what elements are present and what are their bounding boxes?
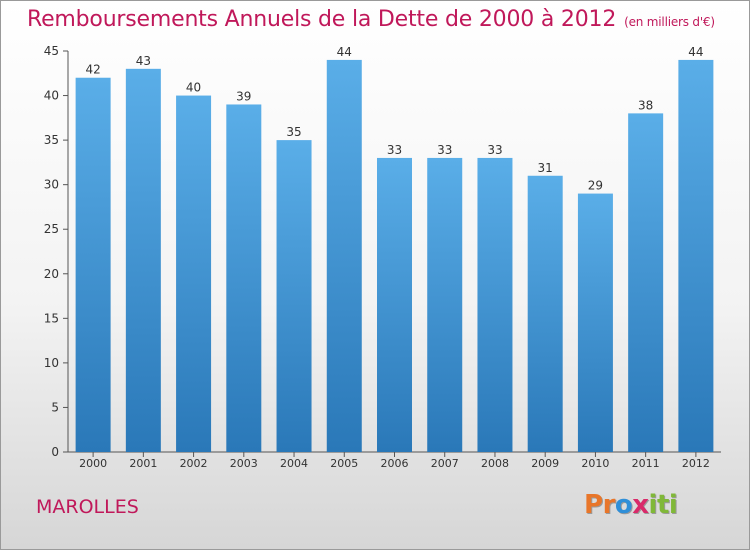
x-tick-label: 2002 xyxy=(180,457,208,470)
data-label: 33 xyxy=(487,143,502,157)
x-tick-label: 2009 xyxy=(531,457,559,470)
logo-letter: P xyxy=(584,490,603,520)
bar xyxy=(477,157,513,452)
proxiti-logo: Proxiti xyxy=(584,490,678,520)
x-tick-label: 2001 xyxy=(129,457,157,470)
bar xyxy=(176,95,212,453)
y-tick-label: 25 xyxy=(44,222,59,236)
bar xyxy=(577,193,613,453)
bar xyxy=(125,68,161,453)
x-tick-label: 2004 xyxy=(280,457,308,470)
x-tick-label: 2010 xyxy=(581,457,609,470)
logo-letter: i xyxy=(648,490,658,520)
bar xyxy=(527,175,563,452)
logo-letter: t xyxy=(656,490,669,520)
y-tick-label: 30 xyxy=(44,178,59,192)
data-label: 44 xyxy=(337,45,352,59)
y-tick-label: 35 xyxy=(44,133,59,147)
bar xyxy=(678,59,714,453)
logo-letter: r xyxy=(602,490,616,520)
logo-letter: o xyxy=(614,490,633,520)
y-tick-label: 20 xyxy=(44,267,59,281)
data-label: 42 xyxy=(85,63,100,77)
y-tick-label: 0 xyxy=(51,445,59,459)
data-label: 38 xyxy=(638,98,653,112)
bar xyxy=(226,104,262,452)
bar xyxy=(377,157,412,452)
x-tick-label: 2006 xyxy=(381,457,409,470)
data-label: 33 xyxy=(437,143,452,157)
y-tick-label: 40 xyxy=(44,89,59,103)
data-label: 43 xyxy=(136,54,151,68)
y-tick-label: 5 xyxy=(51,400,59,414)
bar xyxy=(326,59,362,453)
y-tick-label: 15 xyxy=(44,311,59,325)
x-tick-label: 2005 xyxy=(330,457,358,470)
x-tick-label: 2011 xyxy=(632,457,660,470)
bar xyxy=(628,113,664,452)
town-name: MAROLLES xyxy=(36,496,139,518)
data-label: 39 xyxy=(236,89,251,103)
x-tick-label: 2007 xyxy=(431,457,459,470)
title-text: Remboursements Annuels de la Dette de 20… xyxy=(27,7,617,32)
unit-label: (en milliers d'€) xyxy=(624,15,715,29)
data-label: 44 xyxy=(688,45,703,59)
x-tick-label: 2003 xyxy=(230,457,258,470)
bar xyxy=(75,77,111,452)
y-tick-label: 10 xyxy=(44,356,59,370)
bar xyxy=(276,140,312,452)
y-tick-label: 45 xyxy=(44,44,59,58)
x-tick-label: 2008 xyxy=(481,457,509,470)
data-label: 29 xyxy=(588,179,603,193)
x-tick-label: 2000 xyxy=(79,457,107,470)
logo-letter: i xyxy=(668,490,678,520)
x-tick-label: 2012 xyxy=(682,457,710,470)
data-label: 33 xyxy=(387,143,402,157)
bar xyxy=(427,157,463,452)
data-label: 40 xyxy=(186,81,201,95)
logo-letter: x xyxy=(632,490,649,520)
data-label: 35 xyxy=(286,125,301,139)
data-label: 31 xyxy=(538,161,553,175)
chart-title: Remboursements Annuels de la Dette de 20… xyxy=(27,7,715,32)
